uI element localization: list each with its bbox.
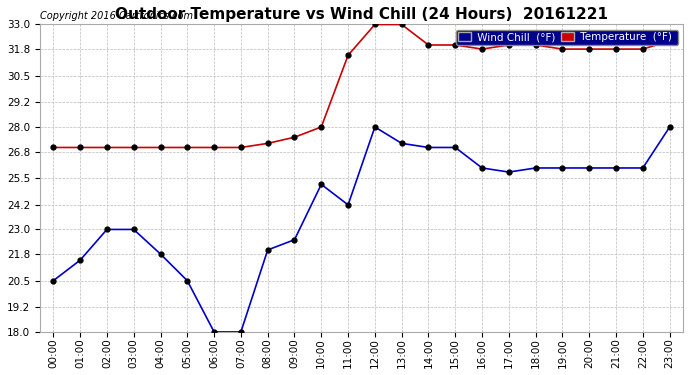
Title: Outdoor Temperature vs Wind Chill (24 Hours)  20161221: Outdoor Temperature vs Wind Chill (24 Ho… xyxy=(115,7,608,22)
Legend:  Wind Chill  (°F) ,  Temperature  (°F) : Wind Chill (°F) , Temperature (°F) xyxy=(455,30,678,45)
Text: Copyright 2016 Cartronics.com: Copyright 2016 Cartronics.com xyxy=(40,11,193,21)
